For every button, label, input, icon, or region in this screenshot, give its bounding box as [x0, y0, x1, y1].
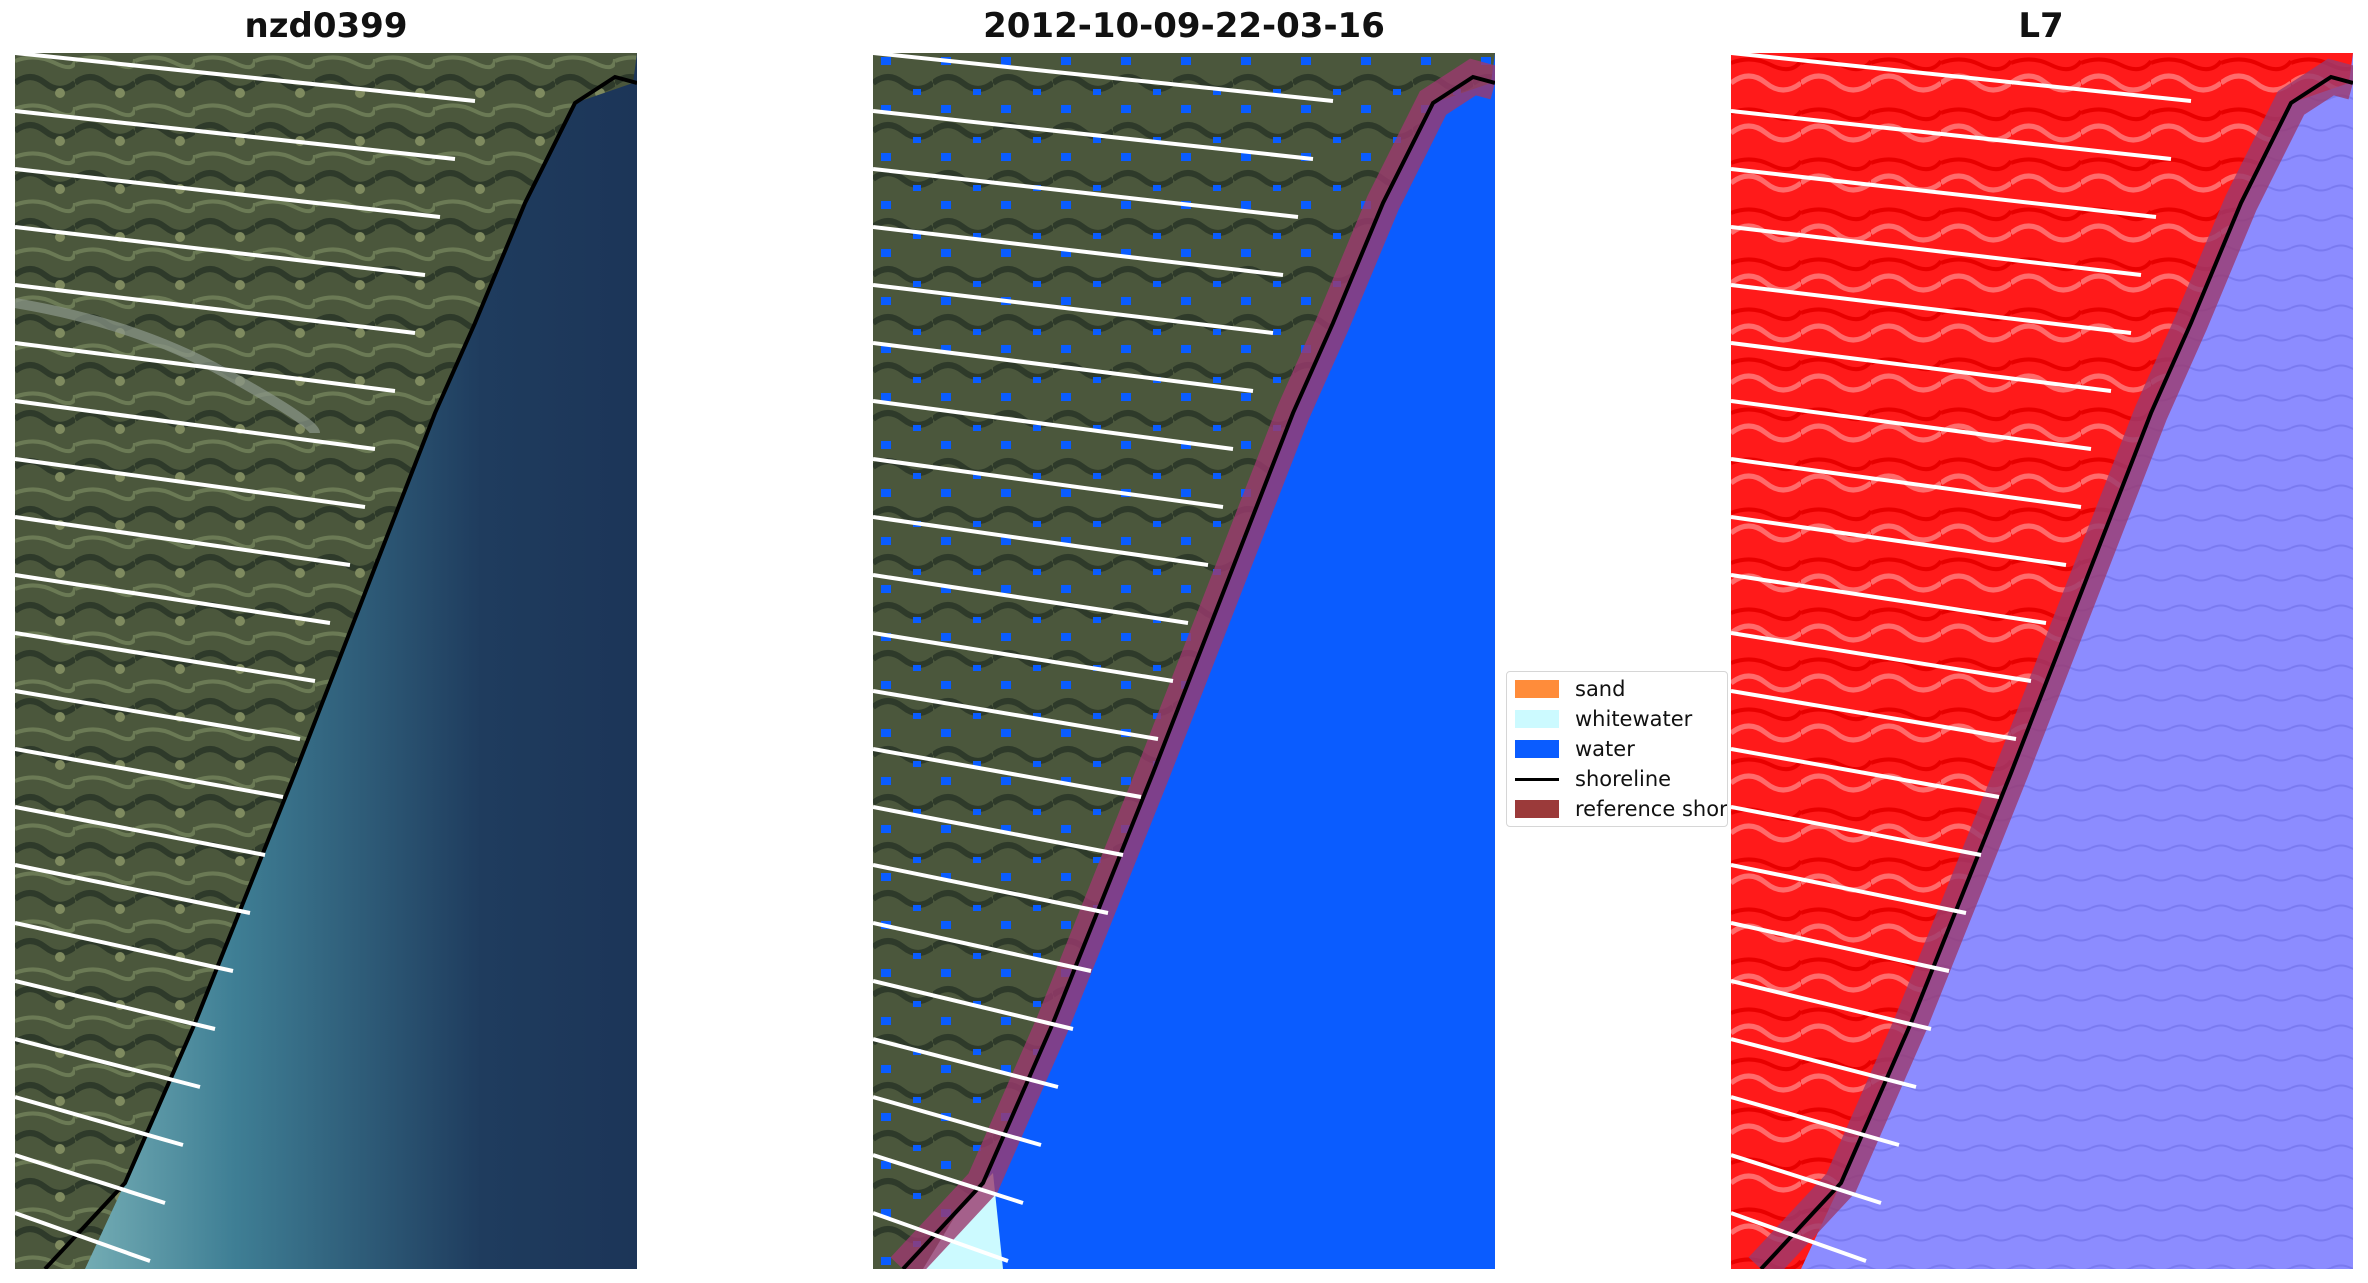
index-image — [1731, 53, 2353, 1269]
sand-swatch — [1515, 680, 1559, 698]
legend-item-reference-shoreline: reference shoreline — [1515, 794, 1727, 824]
shoreline-line — [1759, 74, 2353, 1269]
legend-item-water: water — [1515, 734, 1635, 764]
shoreline-line — [43, 74, 637, 1269]
classified-image — [873, 53, 1495, 1269]
reference-shoreline-swatch — [1515, 800, 1559, 818]
legend-item-whitewater: whitewater — [1515, 704, 1692, 734]
panel-title-3: L7 — [2018, 6, 2064, 46]
shoreline-swatch — [1515, 777, 1559, 781]
panel-title-2: 2012-10-09-22-03-16 — [983, 6, 1385, 46]
rgb-satellite-image — [15, 53, 637, 1269]
scanline-gaps — [15, 53, 476, 1263]
water-swatch — [1515, 740, 1559, 758]
legend-item-sand: sand — [1515, 674, 1625, 704]
legend: sand whitewater water shoreline referenc… — [1506, 671, 1728, 827]
whitewater-swatch — [1515, 710, 1559, 728]
legend-item-shoreline: shoreline — [1515, 764, 1671, 794]
panel-title-1: nzd0399 — [244, 6, 408, 46]
shoreline-line — [901, 74, 1495, 1269]
